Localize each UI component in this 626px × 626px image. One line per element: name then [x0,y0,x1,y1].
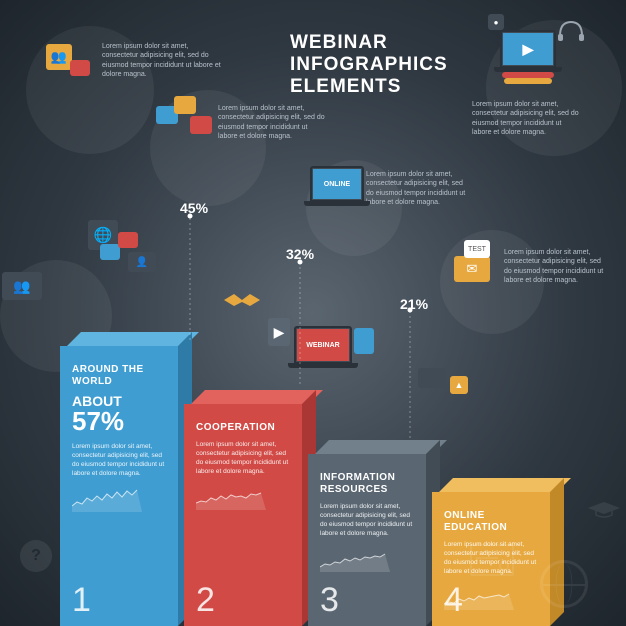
headphones-icon [556,18,586,42]
shadow-cert [470,544,514,576]
bar-desc-0: Lorem ipsum dolor sit amet, consectetur … [72,442,168,478]
bubble-text-3: Lorem ipsum dolor sit amet, consectetur … [366,170,466,208]
main-title: WEBINAR INFOGRAPHICS ELEMENTS [290,32,490,98]
bubble-text-4: Lorem ipsum dolor sit amet, consectetur … [504,248,604,286]
bar-desc-2: Lorem ipsum dolor sit amet, consectetur … [320,502,416,538]
bubble-text-1: Lorem ipsum dolor sit amet, consectetur … [218,104,328,142]
shadow-globe [540,560,588,608]
conference-icon: 👥 [2,272,42,300]
test-doc-icon: TEST [464,240,490,258]
avatar-laptop: 👤 [128,252,156,272]
envelope-icon: ✉ [454,256,490,282]
bar-pct-0: 57% [72,408,168,434]
bubble-text-0: Lorem ipsum dolor sit amet, consectetur … [102,42,222,80]
laptop-icon-0: ONLINE [310,166,364,202]
bar-number-3: 4 [444,581,463,620]
bar-2: COOPERATION Lorem ipsum dolor sit amet, c… [184,390,316,626]
bar-number-0: 1 [72,581,91,620]
shadow-hat [586,500,622,518]
bar-desc-1: Lorem ipsum dolor sit amet, consectetur … [196,440,292,476]
bar-number-1: 2 [196,581,215,620]
shadow-question: ? [20,540,52,572]
bar-heading-1: COOPERATION [196,422,292,434]
book-2 [504,78,552,84]
photo-tile-2 [174,96,196,114]
bars-container: AROUND THE WORLDABOUT57%Lorem ipsum dolo… [60,306,560,626]
bar-heading-3: ONLINE EDUCATION [444,510,540,534]
pct-label-0: 45% [180,200,208,216]
bar-1: AROUND THE WORLDABOUT57%Lorem ipsum dolo… [60,332,192,626]
laptop-icon-2: ▶ [500,30,556,68]
bar-3: INFORMATION RESOURCES Lorem ipsum dolor s… [308,440,440,626]
bar-heading-2: INFORMATION RESOURCES [320,472,416,496]
webcam-icon: ● [488,14,504,30]
sparkline-1 [196,484,266,510]
photo-tile-3 [190,116,212,134]
sparkline-0 [72,486,142,512]
bar-number-2: 3 [320,581,339,620]
avatar-tile-1 [100,244,120,260]
people-icon: 👥 [46,44,72,70]
sparkline-2 [320,546,390,572]
avatar-tile-2 [118,232,138,248]
chat-icon [70,60,90,76]
bubble-text-2: Lorem ipsum dolor sit amet, consectetur … [472,100,582,138]
pct-label-1: 32% [286,246,314,262]
bar-heading-0: AROUND THE WORLD [72,364,168,388]
